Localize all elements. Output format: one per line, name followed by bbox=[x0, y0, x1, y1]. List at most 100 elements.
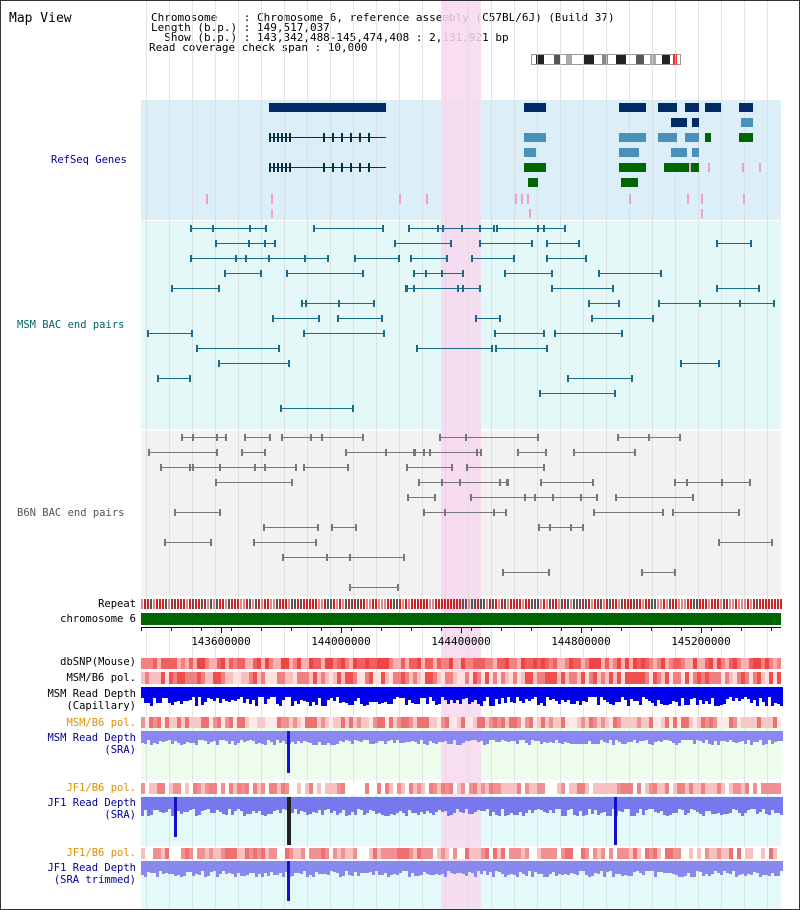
bac-end bbox=[191, 330, 193, 337]
heat-cell bbox=[397, 658, 401, 669]
heat-cell bbox=[157, 672, 161, 684]
depth-bar bbox=[633, 687, 636, 701]
bac-end bbox=[383, 330, 385, 337]
bac-pair bbox=[617, 437, 650, 438]
depth-bar bbox=[522, 797, 525, 816]
chromosome-bar[interactable] bbox=[141, 613, 781, 625]
repeat-mark bbox=[522, 599, 524, 609]
bac-pair bbox=[479, 243, 533, 244]
depth-bar bbox=[600, 861, 603, 871]
depth-bar bbox=[171, 687, 174, 705]
heat-cell bbox=[741, 658, 745, 669]
depth-bar bbox=[198, 797, 201, 815]
depth-bar bbox=[297, 797, 300, 814]
depth-bar bbox=[525, 861, 528, 876]
depth-bar bbox=[312, 687, 315, 702]
bac-end bbox=[658, 300, 660, 307]
depth-bar bbox=[360, 687, 363, 704]
depth-bar bbox=[240, 687, 243, 697]
depth-bar bbox=[150, 731, 153, 745]
heat-cell bbox=[301, 848, 305, 859]
depth-bar bbox=[375, 731, 378, 743]
repeat-mark bbox=[723, 599, 725, 609]
bac-end bbox=[345, 449, 347, 456]
heat-cell bbox=[577, 848, 581, 859]
refseq-label: RefSeq Genes bbox=[51, 154, 127, 166]
repeat-mark bbox=[414, 599, 416, 609]
heat-cell bbox=[569, 848, 573, 859]
depth-bar bbox=[756, 797, 759, 814]
heat-cell bbox=[153, 848, 157, 859]
heat-cell bbox=[541, 717, 545, 728]
depth-bar bbox=[768, 861, 771, 876]
heat-cell bbox=[441, 848, 445, 859]
heat-cell bbox=[165, 717, 169, 728]
heat-cell bbox=[425, 783, 429, 794]
bac-end bbox=[315, 539, 317, 546]
heat-cell bbox=[397, 717, 401, 728]
depth-bar bbox=[438, 797, 441, 810]
heat-cell bbox=[553, 658, 557, 669]
repeat-mark bbox=[447, 599, 449, 609]
bac-pair bbox=[280, 408, 354, 409]
depth-bar bbox=[555, 731, 558, 740]
repeat-mark bbox=[639, 599, 641, 609]
heat-cell bbox=[693, 672, 697, 684]
heat-cell bbox=[641, 717, 645, 728]
depth-bar bbox=[741, 687, 744, 699]
depth-bar bbox=[534, 687, 537, 697]
bac-end bbox=[157, 375, 159, 382]
pink-marker bbox=[527, 194, 529, 204]
heat-cell bbox=[353, 717, 357, 728]
heat-cell bbox=[265, 717, 269, 728]
depth-spike bbox=[287, 731, 290, 773]
depth-bar bbox=[648, 861, 651, 871]
depth-bar bbox=[417, 861, 420, 876]
repeat-mark bbox=[351, 599, 353, 609]
heat-cell bbox=[609, 717, 613, 728]
repeat-mark bbox=[417, 599, 419, 609]
depth-bar bbox=[597, 861, 600, 874]
depth-bar bbox=[219, 687, 222, 703]
heat-cell bbox=[301, 658, 305, 669]
depth-bar bbox=[771, 687, 774, 706]
bac-pair bbox=[174, 512, 221, 513]
repeat-track[interactable] bbox=[141, 599, 782, 609]
heat-cell bbox=[445, 658, 449, 669]
depth-bar bbox=[528, 687, 531, 701]
depth-bar bbox=[264, 797, 267, 816]
heat-cell bbox=[657, 783, 661, 794]
heat-cell bbox=[389, 848, 393, 859]
depth-bar bbox=[681, 731, 684, 740]
pink-marker bbox=[521, 194, 523, 204]
depth-bar bbox=[681, 861, 684, 877]
depth-bar bbox=[585, 861, 588, 875]
heat-cell bbox=[489, 783, 493, 794]
heat-cell bbox=[329, 848, 333, 859]
bac-end bbox=[301, 300, 303, 307]
depth-bar bbox=[291, 731, 294, 742]
pink-marker bbox=[743, 194, 745, 204]
depth-bar bbox=[450, 861, 453, 873]
depth-bar bbox=[660, 687, 663, 704]
repeat-mark bbox=[177, 599, 179, 609]
bac-pair bbox=[413, 452, 482, 453]
heat-cell bbox=[565, 672, 569, 684]
depth-bar bbox=[645, 797, 648, 810]
heat-cell bbox=[709, 848, 713, 859]
depth-bar bbox=[441, 731, 444, 742]
heat-cell bbox=[333, 672, 337, 684]
depth-bar bbox=[405, 731, 408, 742]
depth-bar bbox=[156, 731, 159, 744]
depth-bar bbox=[162, 731, 165, 742]
depth-bar bbox=[549, 687, 552, 700]
heat-cell bbox=[353, 783, 357, 794]
highlight-region[interactable] bbox=[441, 1, 481, 909]
depth-bar bbox=[237, 731, 240, 743]
bac-end bbox=[326, 554, 328, 561]
depth-bar bbox=[315, 687, 318, 705]
heat-cell bbox=[577, 658, 581, 669]
heat-cell bbox=[321, 783, 325, 794]
bac-pair bbox=[413, 273, 443, 274]
heat-cell bbox=[261, 672, 265, 684]
